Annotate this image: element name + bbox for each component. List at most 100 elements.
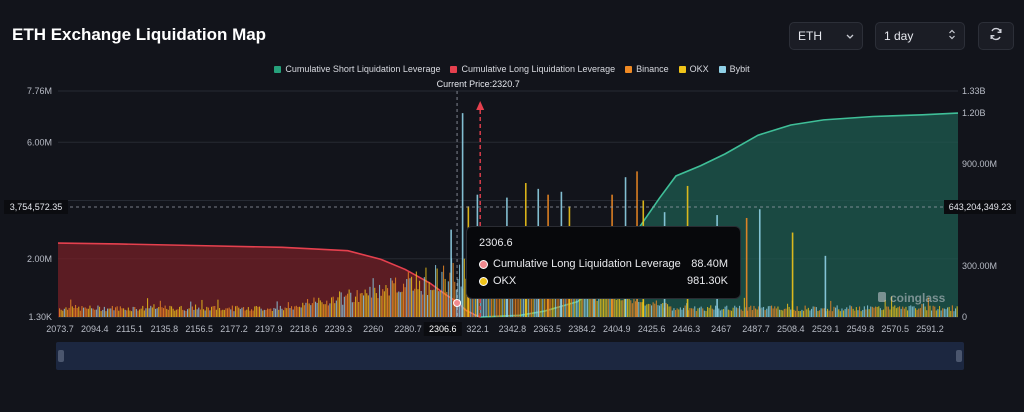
liquidation-bar [647,303,649,317]
tooltip-row: OKX 981.30K [479,275,728,287]
up-down-icon [948,29,956,43]
liquidation-bar [374,287,376,317]
liquidation-bar [110,308,112,317]
liquidation-bar [361,292,363,317]
x-tick-label: 2549.8 [847,324,875,334]
legend-item-okx[interactable]: OKX [678,64,709,74]
liquidation-bar [326,300,328,317]
liquidation-bar [331,297,333,317]
liquidation-bar [351,302,353,317]
liquidation-bar [211,306,213,317]
liquidation-bar [655,300,657,317]
liquidation-bar [191,306,193,317]
liquidation-bar [316,302,318,317]
liquidation-bar [273,307,275,317]
liquidation-bar [116,306,118,317]
legend-label: Cumulative Long Liquidation Leverage [461,64,616,74]
liquidation-bar [431,290,433,317]
y-right-tick-label: 900.00M [962,159,997,169]
zoom-scrollbar[interactable] [56,342,964,370]
tooltip-dot-okx [479,276,488,286]
asset-select[interactable]: ETH [789,22,863,50]
liquidation-bar [671,310,673,317]
page-title: ETH Exchange Liquidation Map [12,25,267,44]
liquidation-bar [777,306,779,317]
liquidation-bar [759,308,761,317]
chevron-down-icon [846,29,854,43]
liquidation-bar [147,298,149,317]
liquidation-bar [299,306,301,317]
liquidation-bar [643,299,645,317]
liquidation-bar [859,306,861,317]
liquidation-bar [796,306,798,317]
liquidation-bar [380,295,382,317]
liquidation-bar [918,308,920,317]
liquidation-bar [180,305,182,317]
y-right-tick-label: 1.33B [962,86,986,96]
liquidation-bar [151,307,153,317]
liquidation-bar [707,307,709,317]
liquidation-bar [206,306,208,317]
liquidation-bar [247,307,249,317]
liquidation-bar [127,307,129,317]
liquidation-bar [60,309,62,317]
tooltip-price: 2306.6 [479,237,513,249]
current-price-label: Current Price:2320.7 [437,79,520,89]
refresh-button[interactable] [978,22,1014,50]
liquidation-bar [867,305,869,317]
liquidation-bar [363,295,365,317]
liquidation-bar [724,306,726,317]
liquidation-bar [212,306,214,317]
liquidation-bar [631,303,633,317]
liquidation-bar [463,258,465,317]
liquidation-bar [307,299,309,317]
liquidation-bar [86,308,88,317]
liquidation-bar [585,296,587,317]
range-select[interactable]: 1 day [875,22,965,50]
liquidation-bar [62,310,64,317]
liquidation-bar [238,307,240,317]
liquidation-bar [847,308,849,317]
liquidation-bar [262,310,264,317]
liquidation-bar [135,309,137,317]
liquidation-bar [727,309,729,317]
liquidation-bar [222,309,224,317]
liquidation-bar [305,302,307,317]
legend-item-binance[interactable]: Binance [625,64,669,74]
liquidation-bar [102,309,104,317]
legend-item-long[interactable]: Cumulative Long Liquidation Leverage [450,64,615,74]
liquidation-bar [67,309,69,317]
liquidation-bar [745,217,748,317]
x-tick-label: 2073.7 [46,324,74,334]
liquidation-bar [79,310,81,317]
scrollbar-left-handle[interactable] [58,350,64,362]
liquidation-bar [734,305,736,317]
liquidation-bar [740,309,742,317]
liquidation-bar [65,307,67,317]
liquidation-bar [367,295,369,317]
liquidation-bar [694,306,696,317]
liquidation-bar [257,306,259,317]
liquidation-bar [295,305,297,317]
liquidation-bar [99,306,101,317]
scrollbar-right-handle[interactable] [956,350,962,362]
liquidation-bar [327,305,329,317]
legend-item-short[interactable]: Cumulative Short Liquidation Leverage [274,64,440,74]
liquidation-bar [243,307,245,317]
liquidation-bar [846,307,848,317]
y-left-tick-label: 6.00M [27,137,52,147]
liquidation-bar [225,308,227,317]
liquidation-bar [769,305,771,317]
coinglass-watermark: coinglass [878,291,946,305]
crosshair-left-label: 3,754,572.35 [10,202,63,212]
liquidation-bar [129,310,131,317]
liquidation-bar [369,286,371,317]
liquidation-bar [97,305,99,317]
liquidation-bar [771,305,773,317]
legend-item-bybit[interactable]: Bybit [718,64,750,74]
liquidation-bar [241,307,243,317]
liquidation-bar [375,293,377,317]
liquidation-bar [412,290,414,317]
liquidation-bar [827,308,829,317]
chart-tooltip: 2306.6 Cumulative Long Liquidation Lever… [466,226,741,299]
